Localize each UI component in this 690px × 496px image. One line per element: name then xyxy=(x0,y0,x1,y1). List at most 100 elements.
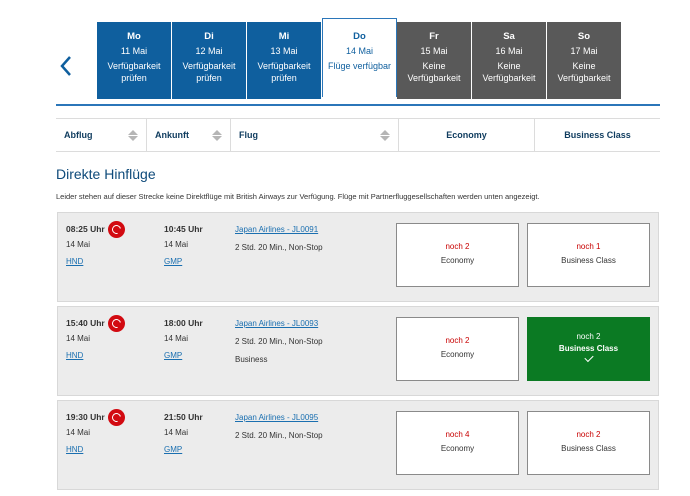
day-name: Do xyxy=(353,31,366,42)
departure-info: 19:30 Uhr 14 Mai HND xyxy=(66,412,105,455)
fare-class-label: Economy xyxy=(440,444,475,453)
arrival-airport-link[interactable]: GMP xyxy=(164,257,183,266)
flight-number-link[interactable]: Japan Airlines - JL0095 xyxy=(235,413,319,422)
day-tab-mi[interactable]: Mi 13 Mai Verfügbarkeit prüfen xyxy=(247,22,322,99)
day-status: Keine Verfügbarkeit xyxy=(407,61,461,83)
column-economy: Economy xyxy=(399,119,535,151)
day-name: Fr xyxy=(429,31,439,42)
fare-class-label: Business Class xyxy=(558,344,619,353)
arrival-time: 10:45 Uhr xyxy=(164,224,203,234)
checkmark-icon xyxy=(583,352,594,363)
sort-arrival[interactable]: Ankunft xyxy=(147,119,231,151)
departure-airport-link[interactable]: HND xyxy=(66,445,84,454)
seats-left: noch 1 xyxy=(576,242,601,251)
fare-class-label: Economy xyxy=(440,350,475,359)
departure-date: 14 Mai xyxy=(66,334,91,343)
seats-left: noch 2 xyxy=(445,242,470,251)
day-date: 11 Mai xyxy=(120,46,148,56)
arrival-date: 14 Mai xyxy=(164,334,189,343)
previous-days-arrow-icon[interactable] xyxy=(52,48,80,84)
departure-date: 14 Mai xyxy=(66,240,91,249)
flight-row: 08:25 Uhr 14 Mai HND 10:45 Uhr 14 Mai GM… xyxy=(57,212,659,302)
business-fare-button-selected[interactable]: noch 2 Business Class xyxy=(527,317,650,381)
day-date: 12 Mai xyxy=(195,46,223,56)
fare-class-label: Business Class xyxy=(561,256,616,265)
departure-info: 08:25 Uhr 14 Mai HND xyxy=(66,224,105,267)
column-business-label: Business Class xyxy=(564,130,631,140)
economy-fare-button[interactable]: noch 2 Economy xyxy=(396,317,519,381)
sort-departure[interactable]: Abflug xyxy=(56,119,147,151)
fare-class-label: Economy xyxy=(440,256,475,265)
arrival-info: 21:50 Uhr 14 Mai GMP xyxy=(164,412,203,455)
flight-row: 19:30 Uhr 14 Mai HND 21:50 Uhr 14 Mai GM… xyxy=(57,400,659,490)
flight-info: Japan Airlines - JL0091 2 Std. 20 Min., … xyxy=(235,224,323,253)
arrival-date: 14 Mai xyxy=(164,428,189,437)
day-date: 14 Mai xyxy=(345,46,373,56)
day-status: Keine Verfügbarkeit xyxy=(482,61,536,83)
day-status: Verfügbarkeit prüfen xyxy=(257,61,311,83)
sort-arrows-icon xyxy=(212,129,222,141)
flight-duration: 2 Std. 20 Min., Non-Stop xyxy=(235,431,323,440)
flight-info: Japan Airlines - JL0095 2 Std. 20 Min., … xyxy=(235,412,323,441)
section-note: Leider stehen auf dieser Strecke keine D… xyxy=(56,192,540,201)
day-tab-mo[interactable]: Mo 11 Mai Verfügbarkeit prüfen xyxy=(97,22,172,99)
day-date: 16 Mai xyxy=(495,46,523,56)
day-name: Mo xyxy=(127,31,141,42)
day-name: So xyxy=(577,31,591,42)
day-date: 15 Mai xyxy=(420,46,448,56)
day-name: Di xyxy=(204,31,214,42)
day-status: Verfügbarkeit prüfen xyxy=(182,61,236,83)
day-status: Flüge verfügbar xyxy=(327,61,392,71)
seats-left: noch 2 xyxy=(576,332,601,341)
arrival-airport-link[interactable]: GMP xyxy=(164,445,183,454)
japan-airlines-logo-icon xyxy=(108,315,125,332)
day-selector: Mo 11 Mai Verfügbarkeit prüfen Di 12 Mai… xyxy=(97,18,622,99)
departure-info: 15:40 Uhr 14 Mai HND xyxy=(66,318,105,361)
arrival-time: 21:50 Uhr xyxy=(164,412,203,422)
day-date: 17 Mai xyxy=(570,46,598,56)
day-tab-di[interactable]: Di 12 Mai Verfügbarkeit prüfen xyxy=(172,22,247,99)
departure-time: 19:30 Uhr xyxy=(66,412,105,422)
flight-duration: 2 Std. 20 Min., Non-Stop xyxy=(235,337,323,346)
column-economy-label: Economy xyxy=(446,130,487,140)
divider xyxy=(56,104,660,106)
business-fare-button[interactable]: noch 2 Business Class xyxy=(527,411,650,475)
sort-header: Abflug Ankunft Flug Economy Business Cla… xyxy=(56,118,660,152)
flight-number-link[interactable]: Japan Airlines - JL0093 xyxy=(235,319,319,328)
seats-left: noch 2 xyxy=(576,430,601,439)
departure-airport-link[interactable]: HND xyxy=(66,351,84,360)
sort-flight[interactable]: Flug xyxy=(231,119,399,151)
day-tab-sa[interactable]: Sa 16 Mai Keine Verfügbarkeit xyxy=(472,22,547,99)
japan-airlines-logo-icon xyxy=(108,221,125,238)
departure-airport-link[interactable]: HND xyxy=(66,257,84,266)
seats-left: noch 4 xyxy=(445,430,470,439)
day-tab-do[interactable]: Do 14 Mai Flüge verfügbar xyxy=(322,18,397,97)
day-date: 13 Mai xyxy=(270,46,298,56)
day-name: Mi xyxy=(278,31,290,42)
arrival-info: 10:45 Uhr 14 Mai GMP xyxy=(164,224,203,267)
business-fare-button[interactable]: noch 1 Business Class xyxy=(527,223,650,287)
arrival-airport-link[interactable]: GMP xyxy=(164,351,183,360)
day-status: Keine Verfügbarkeit xyxy=(557,61,611,83)
economy-fare-button[interactable]: noch 4 Economy xyxy=(396,411,519,475)
arrival-date: 14 Mai xyxy=(164,240,189,249)
arrival-info: 18:00 Uhr 14 Mai GMP xyxy=(164,318,203,361)
arrival-time: 18:00 Uhr xyxy=(164,318,203,328)
day-tab-so[interactable]: So 17 Mai Keine Verfügbarkeit xyxy=(547,22,622,99)
flight-row: 15:40 Uhr 14 Mai HND 18:00 Uhr 14 Mai GM… xyxy=(57,306,659,396)
flight-number-link[interactable]: Japan Airlines - JL0091 xyxy=(235,225,319,234)
fare-class-label: Business Class xyxy=(561,444,616,453)
day-status: Verfügbarkeit prüfen xyxy=(107,61,161,83)
departure-date: 14 Mai xyxy=(66,428,91,437)
column-business: Business Class xyxy=(535,119,660,151)
economy-fare-button[interactable]: noch 2 Economy xyxy=(396,223,519,287)
sort-flight-label: Flug xyxy=(239,130,258,140)
flight-duration: 2 Std. 20 Min., Non-Stop xyxy=(235,243,323,252)
departure-time: 15:40 Uhr xyxy=(66,318,105,328)
sort-arrows-icon xyxy=(380,129,390,141)
sort-arrival-label: Ankunft xyxy=(155,130,189,140)
day-name: Sa xyxy=(503,31,515,42)
day-tab-fr[interactable]: Fr 15 Mai Keine Verfügbarkeit xyxy=(397,22,472,99)
flight-info: Japan Airlines - JL0093 2 Std. 20 Min., … xyxy=(235,318,323,365)
sort-arrows-icon xyxy=(128,129,138,141)
